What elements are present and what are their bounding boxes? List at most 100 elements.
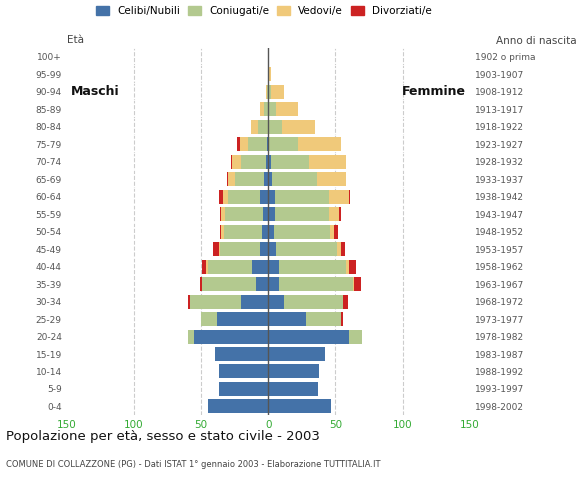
Bar bbox=[188, 295, 190, 309]
Bar bbox=[341, 242, 345, 256]
Bar bbox=[268, 347, 325, 361]
Bar bbox=[317, 172, 346, 186]
Bar bbox=[346, 260, 349, 274]
Bar bbox=[208, 399, 268, 413]
Bar bbox=[213, 242, 219, 256]
Bar bbox=[268, 84, 271, 99]
Bar bbox=[268, 242, 276, 256]
Bar bbox=[268, 172, 272, 186]
Bar bbox=[219, 242, 220, 256]
Bar bbox=[188, 329, 194, 344]
Bar bbox=[282, 120, 316, 133]
Bar bbox=[220, 225, 221, 239]
Bar bbox=[268, 120, 282, 133]
Bar bbox=[251, 120, 258, 133]
Bar bbox=[217, 312, 268, 326]
Bar bbox=[271, 84, 284, 99]
Bar bbox=[274, 225, 330, 239]
Bar bbox=[237, 137, 240, 151]
Text: Femmine: Femmine bbox=[402, 85, 466, 98]
Bar bbox=[219, 364, 268, 378]
Bar bbox=[225, 207, 263, 221]
Bar bbox=[268, 190, 275, 204]
Bar bbox=[271, 155, 309, 168]
Bar bbox=[268, 329, 349, 344]
Bar bbox=[208, 260, 252, 274]
Bar bbox=[343, 295, 347, 309]
Bar bbox=[353, 277, 354, 291]
Text: Popolazione per età, sesso e stato civile - 2003: Popolazione per età, sesso e stato civil… bbox=[6, 430, 320, 443]
Bar bbox=[268, 225, 274, 239]
Bar bbox=[329, 190, 349, 204]
Bar bbox=[276, 242, 337, 256]
Bar bbox=[219, 382, 268, 396]
Bar bbox=[275, 207, 329, 221]
Bar bbox=[298, 137, 341, 151]
Bar bbox=[349, 190, 350, 204]
Bar bbox=[220, 242, 260, 256]
Bar bbox=[309, 155, 346, 168]
Bar bbox=[235, 172, 264, 186]
Bar bbox=[268, 260, 279, 274]
Bar bbox=[279, 260, 346, 274]
Bar bbox=[275, 190, 329, 204]
Bar bbox=[241, 295, 268, 309]
Bar bbox=[268, 67, 271, 81]
Bar bbox=[260, 242, 268, 256]
Bar bbox=[248, 137, 267, 151]
Bar bbox=[276, 102, 298, 116]
Bar bbox=[268, 155, 271, 168]
Bar bbox=[228, 172, 235, 186]
Bar bbox=[260, 102, 264, 116]
Bar bbox=[219, 190, 223, 204]
Bar bbox=[329, 207, 339, 221]
Bar bbox=[268, 277, 279, 291]
Bar bbox=[268, 102, 276, 116]
Text: Età: Età bbox=[67, 36, 84, 46]
Bar bbox=[228, 190, 260, 204]
Bar bbox=[267, 84, 268, 99]
Bar bbox=[341, 312, 343, 326]
Text: Anno di nascita: Anno di nascita bbox=[496, 36, 577, 46]
Bar bbox=[241, 155, 266, 168]
Bar bbox=[268, 312, 306, 326]
Bar bbox=[334, 225, 338, 239]
Bar bbox=[330, 225, 334, 239]
Bar bbox=[268, 364, 320, 378]
Bar bbox=[268, 207, 275, 221]
Bar bbox=[201, 312, 217, 326]
Bar bbox=[190, 295, 241, 309]
Bar bbox=[202, 260, 206, 274]
Bar bbox=[284, 295, 343, 309]
Bar bbox=[349, 260, 356, 274]
Bar bbox=[266, 84, 267, 99]
Bar bbox=[354, 277, 361, 291]
Bar bbox=[221, 225, 224, 239]
Bar bbox=[264, 172, 268, 186]
Bar bbox=[232, 155, 241, 168]
Bar bbox=[337, 242, 341, 256]
Bar bbox=[206, 260, 208, 274]
Bar bbox=[252, 260, 268, 274]
Bar bbox=[227, 172, 228, 186]
Bar bbox=[268, 137, 298, 151]
Bar bbox=[279, 277, 353, 291]
Bar bbox=[200, 277, 202, 291]
Bar bbox=[268, 295, 284, 309]
Bar bbox=[223, 190, 228, 204]
Bar bbox=[221, 207, 225, 221]
Bar bbox=[349, 329, 362, 344]
Bar bbox=[339, 207, 341, 221]
Bar bbox=[268, 399, 331, 413]
Bar bbox=[220, 207, 221, 221]
Bar bbox=[262, 225, 268, 239]
Bar bbox=[264, 102, 268, 116]
Bar bbox=[306, 312, 341, 326]
Text: Maschi: Maschi bbox=[71, 85, 119, 98]
Bar bbox=[240, 137, 248, 151]
Bar bbox=[272, 172, 317, 186]
Text: COMUNE DI COLLAZZONE (PG) - Dati ISTAT 1° gennaio 2003 - Elaborazione TUTTITALIA: COMUNE DI COLLAZZONE (PG) - Dati ISTAT 1… bbox=[6, 460, 380, 469]
Bar bbox=[267, 137, 268, 151]
Bar bbox=[258, 120, 268, 133]
Bar bbox=[224, 225, 262, 239]
